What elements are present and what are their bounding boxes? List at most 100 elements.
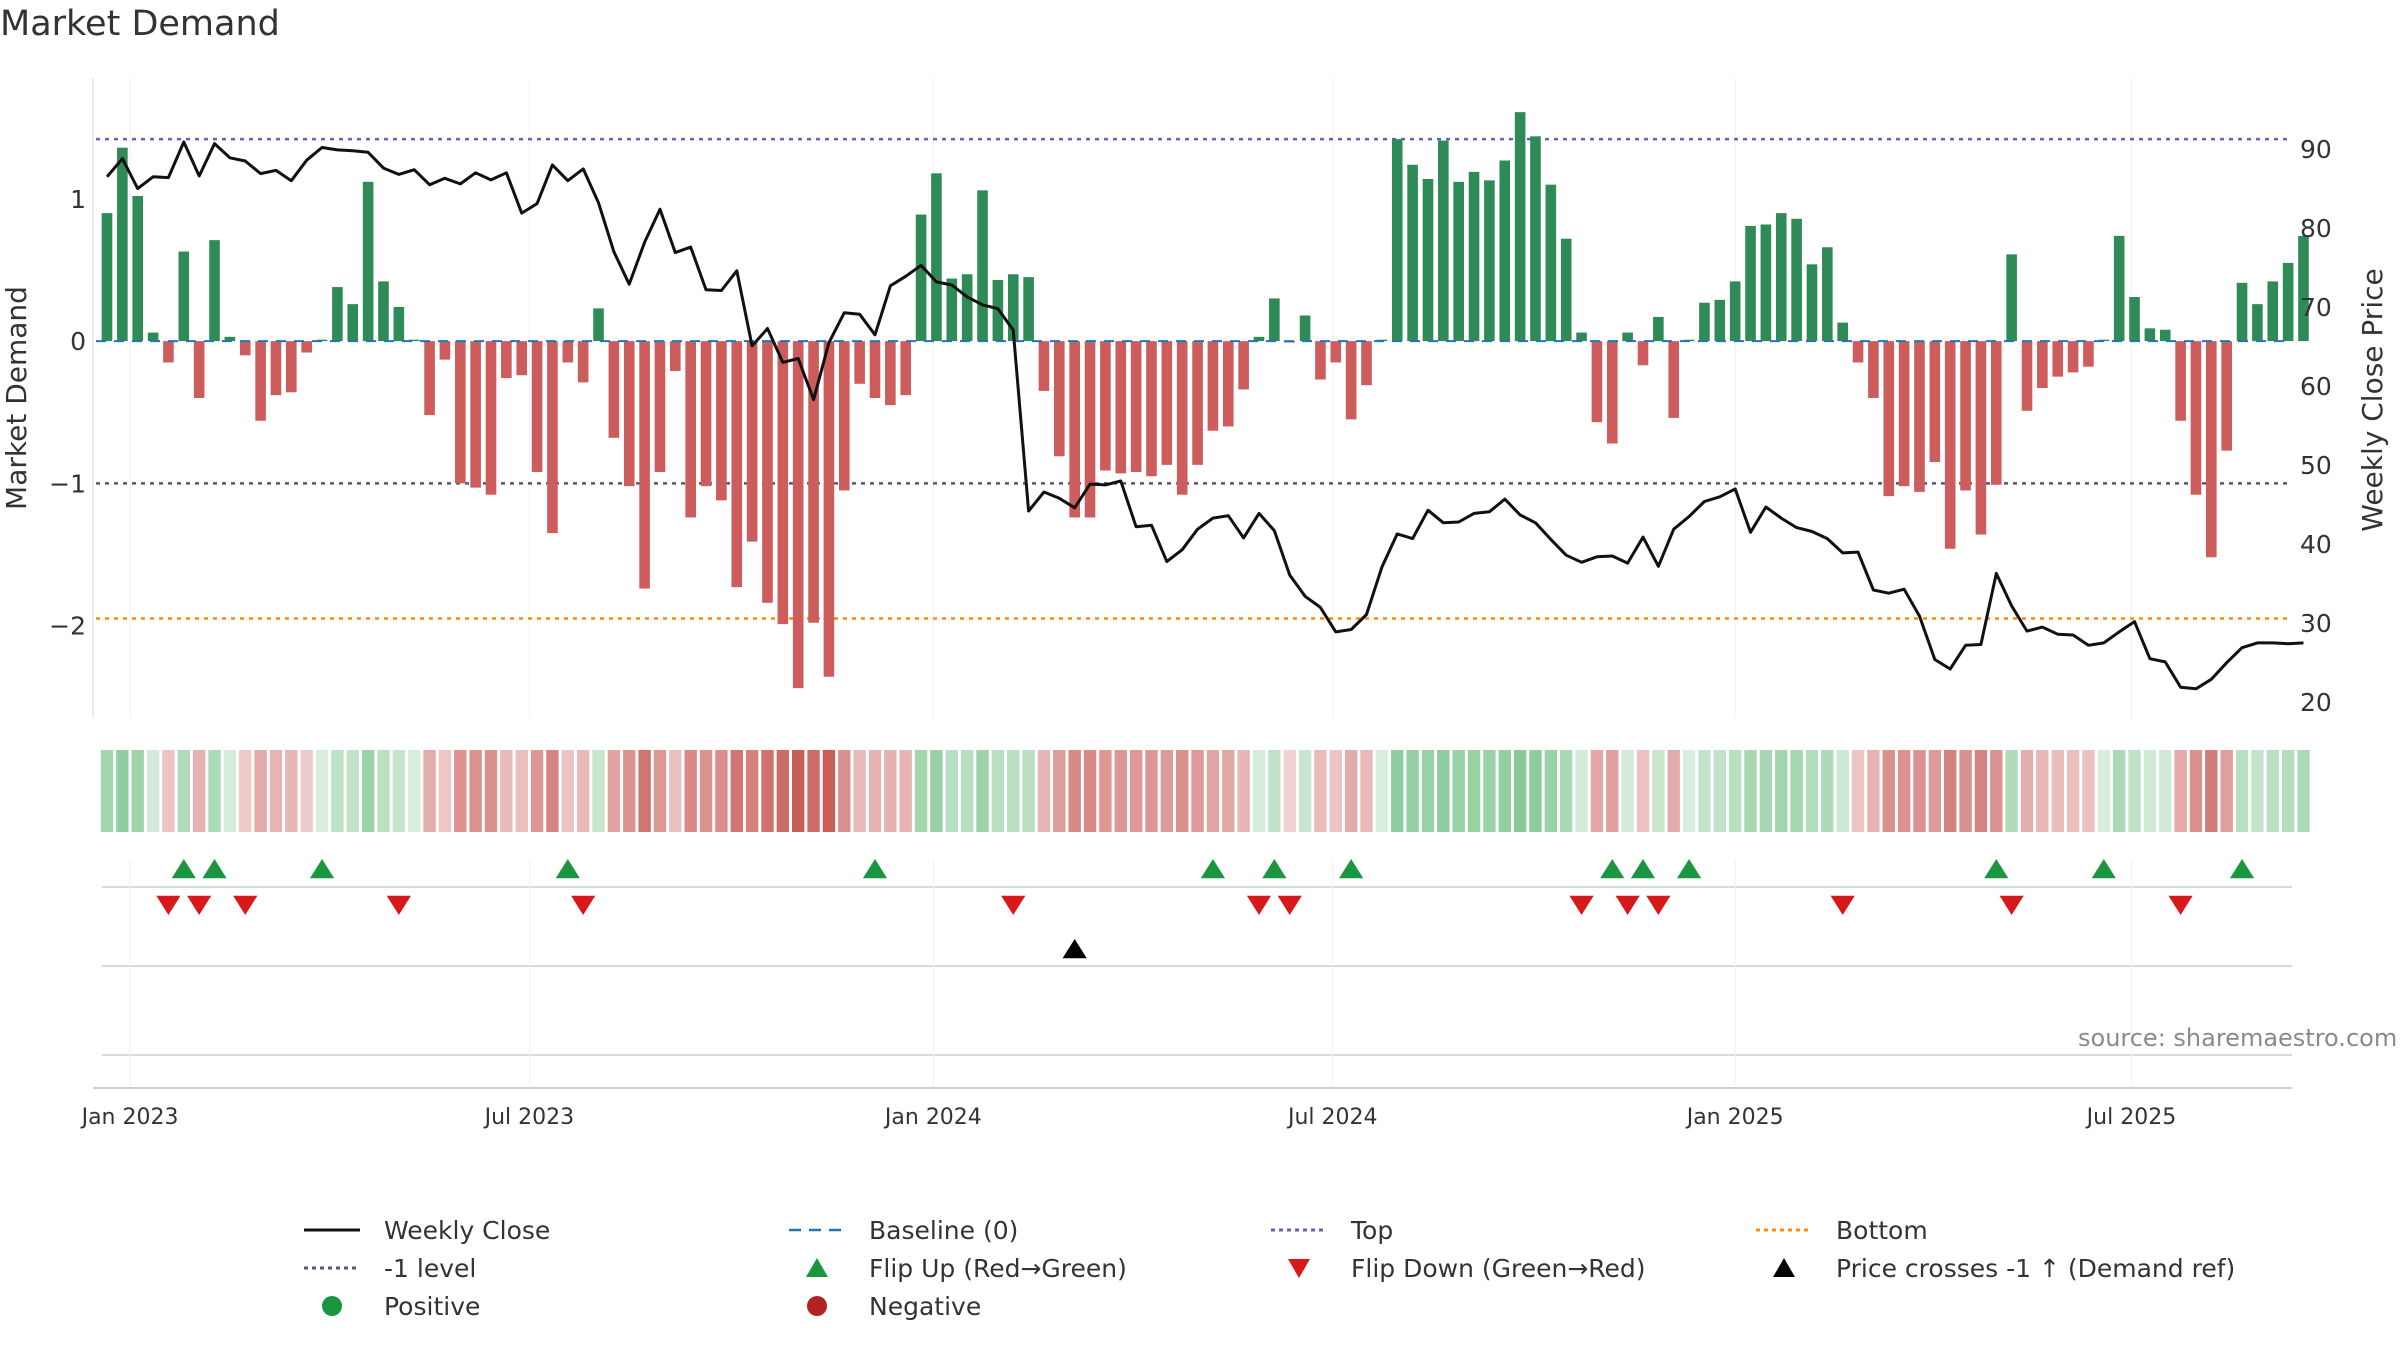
demand-bar [900,341,912,396]
demand-bar [1990,341,2002,485]
flip-up-marker [1676,859,1702,879]
flip-up-marker [1600,859,1625,879]
demand-bar [654,341,666,472]
heat-cell [730,750,743,832]
heat-cell [2205,750,2218,832]
demand-bar [470,341,481,488]
heat-cell [1053,750,1066,832]
demand-bar [2298,235,2309,342]
heat-cell [438,750,452,832]
y-left-tick-label: −1 [49,469,86,498]
heat-cell [1775,750,1788,832]
demand-bar [270,341,282,396]
legend-item-flipup: Flip Up (Red→Green) [785,1250,1127,1286]
demand-bar [2282,262,2294,342]
demand-bar [1560,238,1572,342]
demand-bar [700,341,712,487]
heat-cell [976,750,989,832]
legend-icon-flipup [806,1258,828,1277]
heat-cell [1237,750,1250,832]
heat-cell [1391,750,1404,832]
legend-icon-positive [322,1296,342,1316]
heat-cell [500,750,513,832]
flip-down-marker [1830,895,1855,915]
demand-bar [961,274,973,342]
heat-cell [1606,750,1619,832]
source-note: source: sharemaestro.com [2078,1024,2398,1052]
demand-bar [501,341,512,379]
demand-bar [439,341,451,360]
heat-cell [807,750,820,832]
flip-up-marker [862,859,888,879]
x-tick-label: Jan 2024 [883,1105,982,1130]
heat-cell [1452,750,1465,832]
heat-cell [1360,750,1373,832]
heat-cell [1191,750,1204,832]
legend-icon-bottom [1756,1228,1812,1232]
x-tick-label: Jul 2024 [1286,1105,1378,1130]
demand-bar [1330,341,1342,363]
heat-cell [991,750,1005,832]
heat-cell [960,750,974,832]
demand-bar [1115,341,1127,474]
flip-up-marker [309,859,335,879]
heat-cell [1667,750,1680,832]
heat-cell [868,750,882,832]
demand-bar [854,341,865,384]
demand-bar [2006,254,2017,342]
demand-bar [1668,341,1680,418]
heat-cell [1974,750,1988,832]
heat-cell [914,750,928,832]
heat-cell [899,750,912,832]
legend-label: Weekly Close [384,1215,551,1245]
demand-bar [1315,341,1326,380]
demand-bar [562,341,574,363]
heat-cell [1037,750,1051,832]
heat-cell [1636,750,1650,832]
legend-label: Flip Down (Green→Red) [1351,1253,1646,1283]
flip-up-marker [555,859,580,879]
demand-bar [885,341,896,406]
demand-bar [1822,247,1833,342]
demand-bar [224,336,236,342]
demand-bar [2021,341,2033,411]
demand-bar [1038,341,1050,391]
demand-bar [1007,274,1019,342]
heat-cell [684,750,697,832]
heat-cell [1867,750,1880,832]
heat-cell [1083,750,1097,832]
y-right-tick-label: 60 [2300,372,2332,401]
demand-bar [1975,341,1987,535]
flip-up-marker [1630,859,1656,879]
heat-cell [1467,750,1481,832]
demand-bar [2067,341,2079,373]
demand-bar [731,341,743,588]
demand-bar [762,341,773,603]
y-right-axis-title: Weekly Close Price [2356,268,2389,531]
heat-cell [653,750,667,832]
flip-down-marker [571,895,596,915]
heat-cell [254,750,267,832]
x-tick-label: Jul 2023 [483,1105,575,1130]
heat-cell [1959,750,1972,832]
demand-bar [1591,341,1603,423]
demand-bar [117,147,128,342]
demand-bar [209,240,220,342]
heat-cell [131,750,144,832]
demand-bar [777,341,789,625]
y-right-tick-label: 30 [2300,609,2332,638]
demand-bar [1929,341,1941,462]
heat-cell [1114,750,1127,832]
heat-cell [1560,750,1573,832]
flip-down-marker [1999,895,2024,915]
demand-bar [147,332,159,342]
demand-bar [101,213,113,342]
heat-cell [1790,750,1803,832]
demand-bar [1576,332,1587,342]
heat-cell [208,750,221,832]
weekly-close-line [105,140,2304,691]
heat-cell [1022,750,1035,832]
heat-cell [1897,750,1911,832]
heat-cell [1851,750,1865,832]
